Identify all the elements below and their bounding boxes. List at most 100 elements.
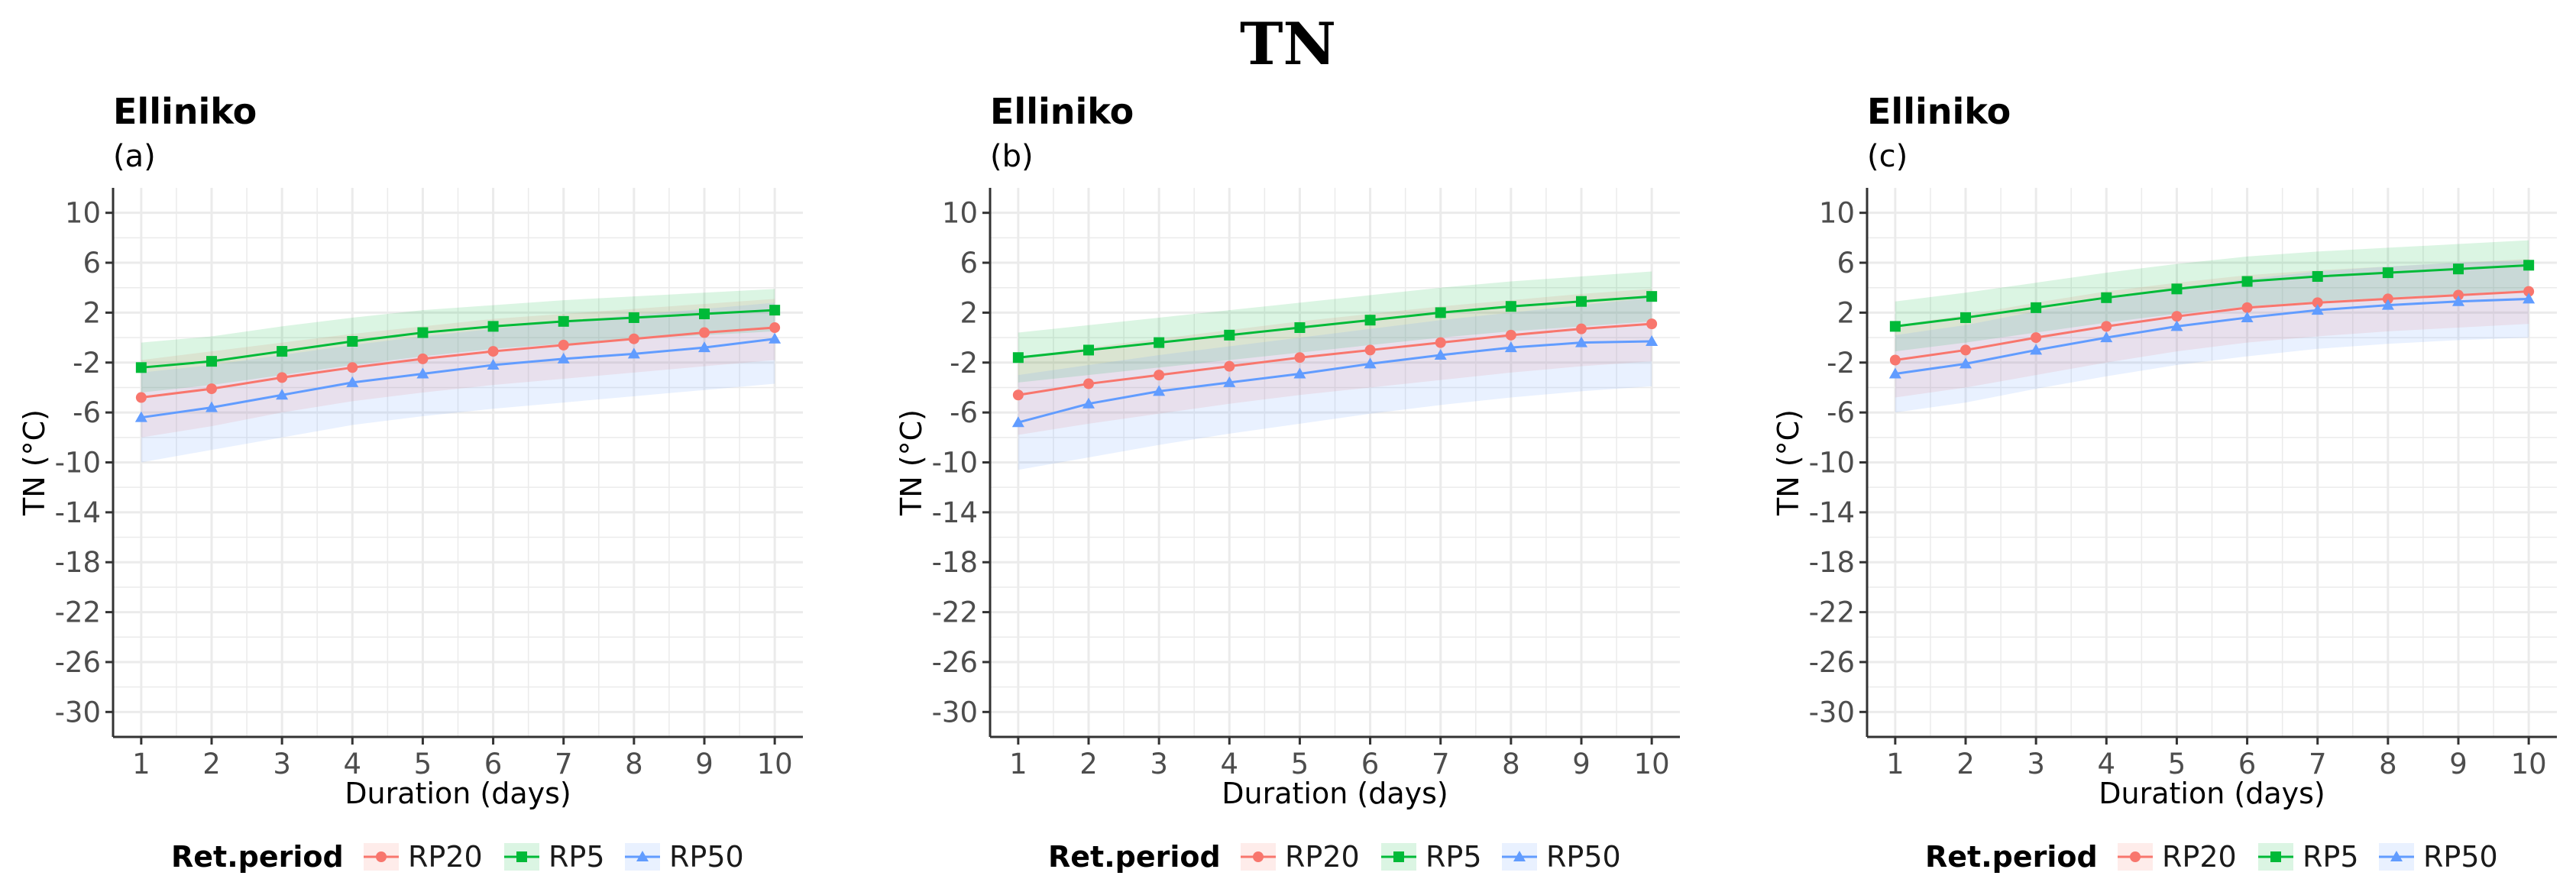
data-point-rp5: [1889, 321, 1901, 332]
data-point-rp5: [1576, 296, 1587, 307]
data-point-rp20: [1435, 337, 1446, 348]
x-tick-label: 5: [2168, 748, 2186, 780]
data-point-rp50: [2030, 344, 2043, 355]
y-tick-label: -6: [73, 396, 101, 429]
data-point-rp50: [346, 376, 359, 387]
data-point-rp5: [487, 321, 499, 332]
data-point-rp50: [1293, 367, 1306, 379]
data-point-rp50: [2452, 295, 2464, 306]
x-axis-label: Duration (days): [345, 777, 571, 810]
x-tick-label: 10: [2511, 748, 2547, 780]
data-point-rp5: [628, 312, 639, 323]
y-tick-label: -14: [932, 496, 978, 529]
data-point-rp20: [1294, 352, 1306, 363]
panel-title: Elliniko: [1867, 91, 2011, 132]
x-tick-label: 4: [344, 748, 362, 780]
data-point-rp5: [558, 315, 569, 327]
data-point-rp5: [277, 346, 288, 357]
x-tick-label: 7: [555, 748, 573, 780]
y-tick-label: -26: [932, 646, 978, 679]
panel-subtitle: (c): [1867, 139, 1908, 174]
y-tick-label: -14: [55, 496, 101, 529]
x-axis-label: Duration (days): [1222, 777, 1448, 810]
ribbon-rp50: [141, 302, 775, 463]
data-point-rp20: [1012, 389, 1024, 401]
y-tick-label: -30: [932, 696, 978, 729]
data-point-rp20: [487, 346, 499, 357]
x-tick-label: 9: [2449, 748, 2468, 780]
legend-key-marker: [2390, 851, 2403, 861]
x-tick-label: 2: [202, 748, 221, 780]
data-point-rp20: [2523, 286, 2535, 297]
series-line-rp50: [1895, 297, 2529, 375]
data-point-rp50: [2100, 331, 2113, 343]
data-point-rp50: [2241, 311, 2254, 322]
data-point-rp20: [347, 362, 358, 373]
y-tick-label: -26: [55, 646, 101, 679]
data-point-rp5: [2312, 271, 2323, 283]
data-point-rp50: [1646, 334, 1659, 346]
data-point-rp20: [206, 383, 217, 395]
data-point-rp50: [416, 367, 429, 379]
y-tick-label: 10: [65, 197, 101, 230]
data-point-rp20: [558, 339, 569, 351]
y-tick-label: -18: [55, 546, 101, 579]
data-point-rp50: [1083, 397, 1095, 409]
data-point-rp20: [277, 372, 288, 383]
x-tick-label: 6: [2238, 748, 2257, 780]
legend-label-rp20: RP20: [408, 840, 483, 874]
data-point-rp50: [487, 359, 500, 370]
x-tick-label: 5: [1291, 748, 1309, 780]
data-point-rp5: [699, 309, 710, 320]
data-point-rp5: [135, 362, 147, 373]
y-tick-label: 2: [960, 296, 978, 329]
x-tick-label: 2: [1079, 748, 1098, 780]
x-tick-label: 10: [1634, 748, 1670, 780]
figure-title: TN: [1240, 10, 1336, 78]
data-point-rp50: [627, 347, 640, 359]
legend-key-marker: [1253, 851, 1264, 862]
x-tick-label: 3: [2027, 748, 2045, 780]
data-point-rp50: [1364, 357, 1377, 369]
x-tick-label: 9: [1572, 748, 1591, 780]
data-point-rp5: [347, 335, 358, 347]
data-point-rp20: [2101, 321, 2112, 332]
data-point-rp20: [1889, 354, 1901, 366]
data-point-rp50: [276, 389, 289, 400]
y-tick-label: -6: [950, 396, 978, 429]
y-tick-label: -6: [1827, 396, 1855, 429]
data-point-rp50: [1434, 348, 1447, 360]
panel-title: Elliniko: [113, 91, 257, 132]
data-point-rp50: [1223, 376, 1236, 387]
y-axis-label: TN (°C): [895, 409, 928, 516]
data-point-rp5: [2031, 302, 2042, 313]
y-tick-label: -10: [932, 447, 978, 480]
data-point-rp5: [1364, 315, 1376, 326]
y-tick-label: -18: [1809, 546, 1855, 579]
data-point-rp5: [1154, 337, 1165, 348]
y-tick-label: -2: [73, 347, 101, 380]
data-point-rp20: [769, 322, 781, 334]
x-tick-label: 7: [1432, 748, 1450, 780]
series-line-rp50: [1018, 340, 1652, 424]
x-tick-label: 5: [414, 748, 432, 780]
x-tick-label: 1: [1886, 748, 1904, 780]
ribbon-rp50: [1895, 260, 2529, 413]
x-tick-label: 2: [1956, 748, 1975, 780]
legend-key-marker: [1513, 851, 1526, 861]
legend-label-rp5: RP5: [1426, 840, 1482, 874]
y-tick-label: -18: [932, 546, 978, 579]
data-point-rp5: [1083, 344, 1094, 356]
y-tick-label: -30: [55, 696, 101, 729]
data-point-rp20: [417, 353, 429, 364]
data-point-rp20: [628, 333, 639, 344]
y-tick-label: -22: [55, 596, 101, 629]
data-point-rp20: [1646, 318, 1658, 330]
x-tick-label: 8: [2379, 748, 2397, 780]
x-tick-label: 4: [1221, 748, 1239, 780]
data-point-rp5: [417, 327, 429, 338]
ribbon-rp5: [141, 289, 775, 393]
series-line-rp50: [141, 338, 775, 419]
x-tick-label: 3: [273, 748, 291, 780]
legend: Ret.period RP20 RP5 RP50: [1048, 840, 1621, 874]
